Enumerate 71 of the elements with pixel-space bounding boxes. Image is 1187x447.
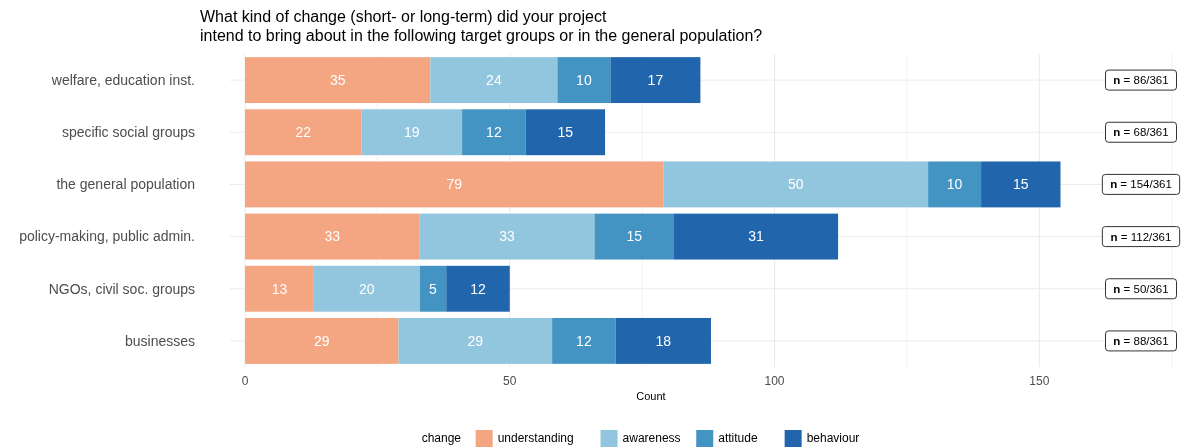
bar bbox=[462, 109, 526, 156]
data-label: 12 bbox=[576, 332, 592, 349]
x-tick-label: 150 bbox=[1029, 374, 1050, 388]
bar bbox=[928, 161, 982, 208]
annotation: n = 88/361 bbox=[1113, 334, 1169, 347]
bar bbox=[981, 161, 1061, 208]
data-label: 22 bbox=[295, 124, 312, 141]
data-label: 50 bbox=[787, 176, 804, 193]
bar bbox=[245, 265, 314, 312]
data-label: 79 bbox=[446, 176, 463, 193]
annotation: n = 154/361 bbox=[1110, 178, 1172, 191]
bar bbox=[245, 109, 362, 156]
data-label: 17 bbox=[647, 71, 664, 88]
y-tick-label: businesses bbox=[124, 332, 195, 349]
annotation: n = 86/361 bbox=[1113, 74, 1169, 87]
bar bbox=[419, 213, 595, 260]
y-tick-label: welfare, education inst. bbox=[50, 71, 195, 88]
y-tick-label: NGOs, civil soc. groups bbox=[48, 280, 195, 297]
data-label: 20 bbox=[359, 280, 375, 297]
y-tick-label: policy-making, public admin. bbox=[19, 228, 195, 245]
data-label: 10 bbox=[946, 176, 963, 193]
annotation: n = 68/361 bbox=[1113, 126, 1169, 139]
bar bbox=[398, 317, 553, 364]
annotation: n = 50/361 bbox=[1113, 282, 1169, 295]
x-tick-label: 100 bbox=[764, 374, 785, 388]
bar bbox=[419, 265, 447, 312]
bar bbox=[245, 161, 664, 208]
bar bbox=[610, 57, 701, 104]
data-label: 5 bbox=[429, 280, 438, 297]
data-label: 29 bbox=[467, 332, 484, 349]
data-label: 33 bbox=[499, 228, 516, 245]
annotation: n = 112/361 bbox=[1110, 230, 1172, 243]
bar bbox=[446, 265, 510, 312]
data-label: 12 bbox=[470, 280, 486, 297]
bar bbox=[557, 57, 611, 104]
bar bbox=[615, 317, 711, 364]
data-label: 15 bbox=[557, 124, 574, 141]
data-label: 10 bbox=[576, 71, 592, 88]
data-label: 12 bbox=[486, 124, 502, 141]
bar bbox=[245, 213, 420, 260]
x-axis-title: Count bbox=[636, 390, 666, 402]
bar bbox=[663, 161, 929, 208]
legend-label: behaviour bbox=[806, 431, 860, 446]
y-tick-label: the general population bbox=[56, 176, 195, 193]
data-label: 15 bbox=[626, 228, 643, 245]
bar bbox=[552, 317, 616, 364]
data-label: 29 bbox=[314, 332, 330, 349]
bar bbox=[525, 109, 606, 156]
data-label: 19 bbox=[404, 124, 420, 141]
data-label: 35 bbox=[329, 71, 346, 88]
data-label: 33 bbox=[324, 228, 341, 245]
data-label: 15 bbox=[1012, 176, 1029, 193]
data-label: 13 bbox=[271, 280, 288, 297]
bar bbox=[361, 109, 463, 156]
bar bbox=[430, 57, 558, 104]
data-label: 18 bbox=[655, 332, 672, 349]
chart-title: What kind of change (short- or long-term) did your project intend to bring about in the following target groups or in the general population? bbox=[200, 8, 763, 44]
legend-title: change bbox=[421, 431, 462, 446]
bar bbox=[245, 317, 399, 364]
legend-label: awareness bbox=[622, 431, 681, 446]
bar bbox=[245, 57, 431, 104]
x-tick-label: 0 bbox=[241, 374, 249, 388]
bar bbox=[594, 213, 674, 260]
y-tick-label: specific social groups bbox=[61, 124, 195, 141]
bar bbox=[673, 213, 839, 260]
x-tick-label: 50 bbox=[503, 374, 517, 388]
data-label: 31 bbox=[748, 228, 765, 245]
legend-label: attitude bbox=[718, 431, 758, 446]
legend-label: understanding bbox=[497, 431, 574, 446]
data-label: 24 bbox=[486, 71, 502, 88]
bar bbox=[313, 265, 420, 312]
